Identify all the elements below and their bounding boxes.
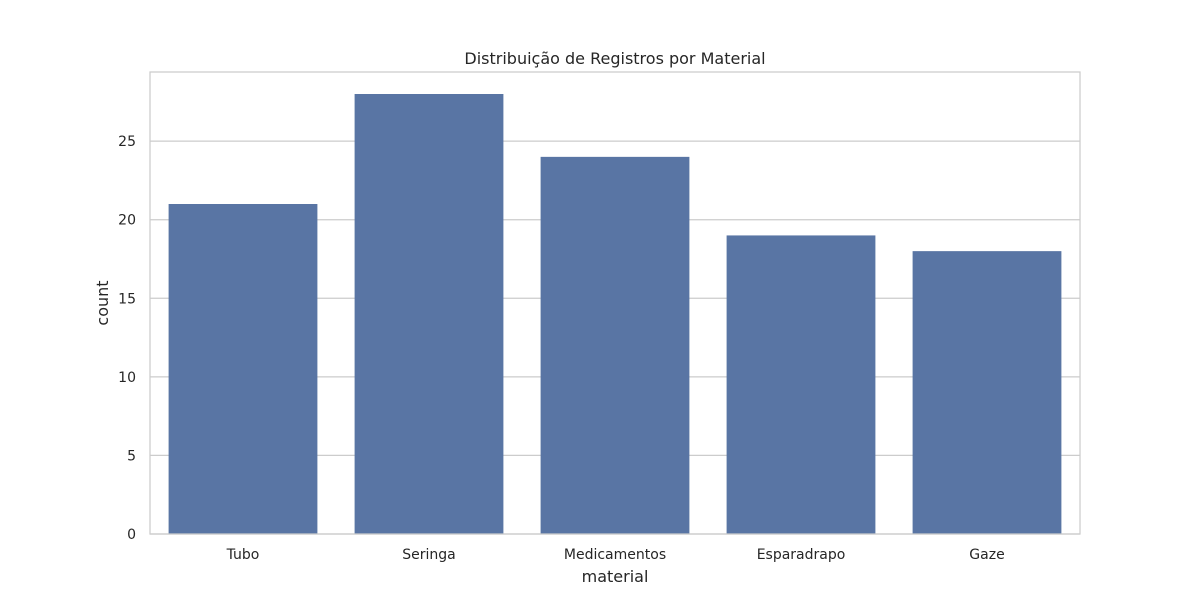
x-axis-label: material xyxy=(582,567,649,586)
x-tick-labels: Tubo Seringa Medicamentos Esparadrapo Gaze xyxy=(226,547,1005,563)
bar-seringa xyxy=(354,94,504,534)
y-tick-label: 15 xyxy=(118,291,136,307)
bar-tubo xyxy=(168,204,318,534)
x-tick-label: Gaze xyxy=(969,547,1004,563)
x-tick-label: Medicamentos xyxy=(564,547,666,563)
y-tick-label: 0 xyxy=(127,527,136,543)
bar-esparadrapo xyxy=(726,235,876,534)
y-tick-label: 20 xyxy=(118,213,136,229)
x-tick-label: Esparadrapo xyxy=(757,547,846,563)
x-tick-label: Tubo xyxy=(226,547,260,563)
y-axis-label: count xyxy=(93,280,112,325)
bar-medicamentos xyxy=(540,156,690,534)
chart-title: Distribuição de Registros por Material xyxy=(464,49,765,68)
x-tick-label: Seringa xyxy=(402,547,455,563)
y-tick-label: 5 xyxy=(127,448,136,464)
y-tick-label: 10 xyxy=(118,370,136,386)
bars xyxy=(168,94,1062,534)
y-tick-labels: 0 5 10 15 20 25 xyxy=(118,134,136,543)
plot-frame xyxy=(149,71,1081,535)
bar-gaze xyxy=(912,251,1062,534)
y-tick-label: 25 xyxy=(118,134,136,150)
